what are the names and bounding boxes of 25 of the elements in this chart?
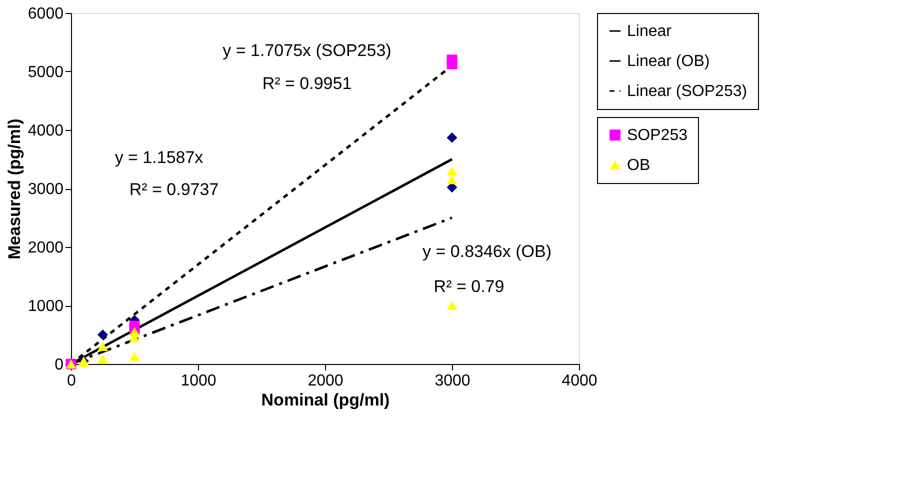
x-tick-label: 0: [67, 372, 76, 390]
x-tick-label: 3000: [434, 372, 470, 390]
annotation: R² = 0.9951: [262, 74, 352, 93]
y-axis-title: Measured (pg/ml): [4, 118, 24, 260]
x-tick-label: 4000: [562, 372, 598, 390]
legend-label: Linear: [627, 23, 672, 40]
y-tick-label: 1000: [28, 298, 64, 315]
annotation: R² = 0.9737: [129, 180, 219, 199]
y-tick-label: 3000: [28, 181, 64, 198]
y-tick-label: 2000: [28, 240, 64, 256]
legend-label: OB: [627, 157, 650, 174]
annotation: y = 0.8346x (OB): [422, 242, 552, 261]
y-tick-label: 0: [54, 356, 64, 374]
x-tick-label: 1000: [180, 372, 216, 390]
y-tick-label: 4000: [28, 122, 64, 140]
legend-label: SOP253: [627, 127, 688, 144]
x-axis-title: Nominal (pg/ml): [261, 390, 390, 410]
annotation: R² = 0.79: [434, 277, 504, 296]
legend-label: Linear (OB): [627, 53, 710, 70]
y-tick-label: 6000: [28, 6, 64, 22]
annotation: y = 1.7075x (SOP253): [222, 41, 392, 60]
legend-label: Linear (SOP253): [627, 83, 748, 100]
x-tick-label: 2000: [308, 372, 344, 390]
annotation: y = 1.1587x: [114, 148, 204, 167]
y-tick-label: 5000: [28, 64, 64, 81]
